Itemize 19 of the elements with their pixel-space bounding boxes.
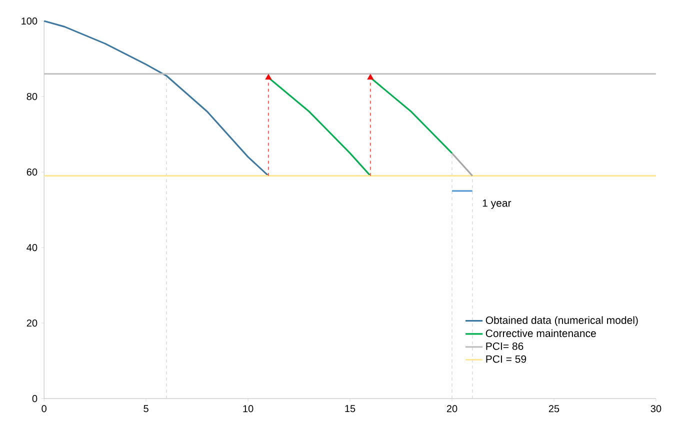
legend-label: PCI= 86 [486,342,524,350]
y-tick-label: 100 [22,18,38,25]
annotation: 1 year [482,200,512,210]
x-tick-label: 15 [345,405,356,412]
y-tick-label: 0 [32,395,38,402]
x-tick-label: 30 [650,405,662,412]
x-tick-label: 20 [446,405,458,412]
x-tick-label: 0 [42,405,46,412]
legend-label: Obtained data (numerical model) [486,316,638,326]
x-tick-label: 10 [243,405,254,412]
line-series [43,20,270,177]
x-tick-label: 5 [144,405,148,412]
y-tick-label: 20 [26,320,38,327]
y-tick-label: 80 [26,93,38,100]
y-tick-label: 40 [26,244,38,252]
legend-label: Corrective maintenance [486,330,596,338]
y-tick-label: 60 [26,168,38,176]
legend-label: PCI = 59 [486,356,526,363]
x-tick-label: 25 [548,405,560,412]
